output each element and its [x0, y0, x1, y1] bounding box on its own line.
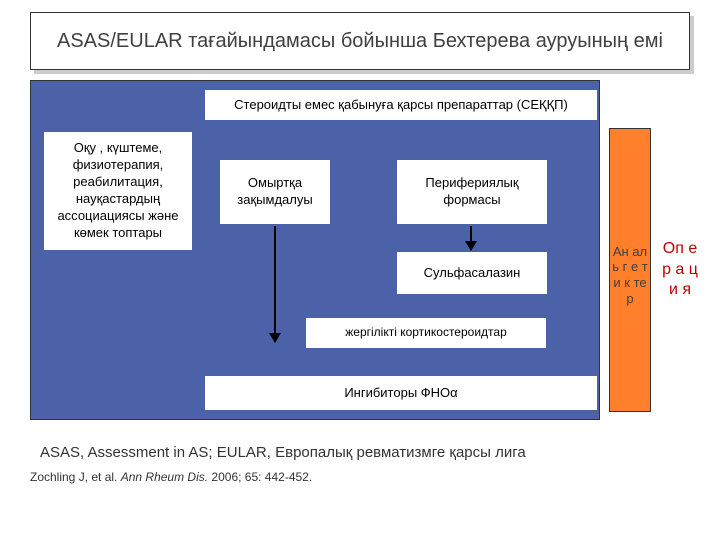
- peripheral-label: Периферия­лық формасы: [401, 175, 543, 209]
- surgery-label: Оп е р а ц и я: [661, 239, 699, 301]
- surgery-bar: Оп е р а ц и я: [661, 160, 699, 380]
- tnf-label: Ингибиторы ФНОα: [344, 385, 457, 402]
- title-box: ASAS/EULAR тағайындамасы бойынша Бехтере…: [30, 12, 690, 70]
- arrow-periph-down: [470, 226, 472, 250]
- title-text: ASAS/EULAR тағайындамасы бойынша Бехтере…: [57, 30, 663, 53]
- education-box: Оқу , күштеме, физиотерапия, реабилитаци…: [44, 132, 192, 250]
- spine-box: Омыртқа зақымдалуы: [220, 160, 330, 224]
- footer-line1: ASAS, Assessment in AS; EULAR, Европалық…: [40, 444, 526, 461]
- nsaid-label: Стероидты емес қабынуға қарсы препаратта…: [234, 97, 568, 114]
- analgesics-bar: Ан ал ь г е т и к те р: [609, 128, 651, 412]
- spine-label: Омыртқа зақымдалуы: [224, 175, 326, 209]
- nsaid-box: Стероидты емес қабынуға қарсы препаратта…: [205, 90, 597, 120]
- main-panel: [30, 80, 600, 420]
- analgesics-label: Ан ал ь г е т и к те р: [610, 244, 650, 306]
- sulfasalazine-label: Сульфасалазин: [424, 265, 521, 282]
- arrow-spine-down: [274, 226, 276, 342]
- footer-text1: ASAS, Assessment in AS; EULAR, Европалық…: [40, 444, 526, 461]
- tnf-box: Ингибиторы ФНОα: [205, 376, 597, 410]
- corticosteroids-box: жергілікті кортикостероидтар: [306, 318, 546, 348]
- footer-journal: Ann Rheum Dis.: [121, 470, 208, 484]
- peripheral-box: Периферия­лық формасы: [397, 160, 547, 224]
- footer-citation: 2006; 65: 442-452.: [208, 470, 312, 484]
- corticosteroids-label: жергілікті кортикостероидтар: [345, 325, 507, 341]
- sulfasalazine-box: Сульфасалазин: [397, 252, 547, 294]
- education-label: Оқу , күштеме, физиотерапия, реабилитаци…: [48, 140, 188, 241]
- footer-author: Zochling J, et al.: [30, 470, 121, 484]
- footer-line2: Zochling J, et al. Ann Rheum Dis. 2006; …: [30, 470, 312, 484]
